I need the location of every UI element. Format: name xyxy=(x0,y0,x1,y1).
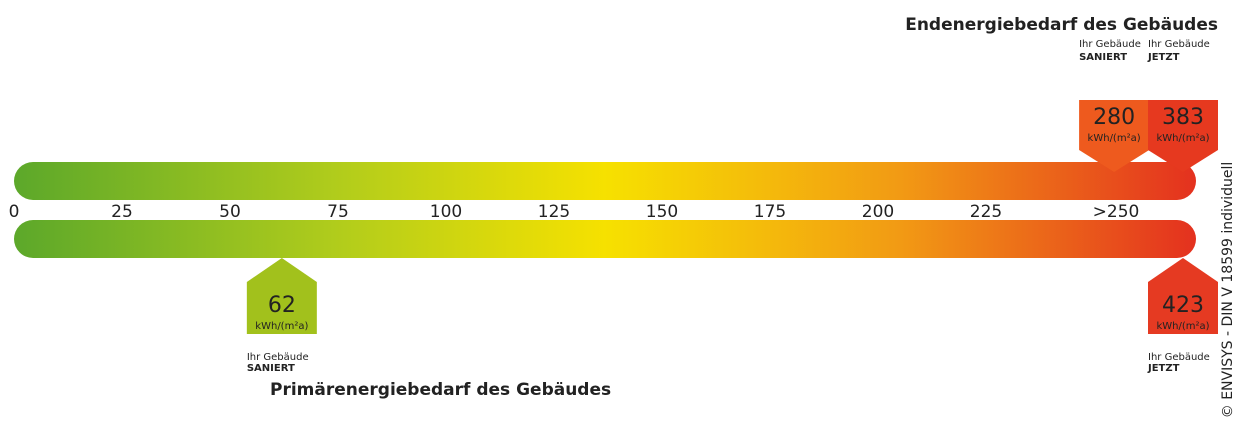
top-title: Endenergiebedarf des Gebäudes xyxy=(905,15,1218,35)
marker-value: 423 xyxy=(1162,293,1204,318)
x-tick-label: 0 xyxy=(9,202,20,222)
x-tick-label: >250 xyxy=(1093,202,1140,222)
marker-value: 62 xyxy=(268,293,296,318)
x-tick-label: 50 xyxy=(219,202,241,222)
marker xyxy=(1079,100,1150,172)
x-tick-label: 25 xyxy=(111,202,133,222)
x-tick-label: 200 xyxy=(862,202,894,222)
marker-caption: Ihr Gebäude xyxy=(1148,39,1210,50)
marker-unit: kWh/(m²a) xyxy=(1088,133,1141,144)
marker-unit: kWh/(m²a) xyxy=(1156,133,1209,144)
x-tick-label: 75 xyxy=(327,202,349,222)
top-scale-bar xyxy=(14,162,1196,200)
marker xyxy=(1148,258,1218,334)
marker xyxy=(1148,100,1218,172)
marker-caption: Ihr Gebäude xyxy=(1079,39,1141,50)
marker-unit: kWh/(m²a) xyxy=(255,321,308,332)
marker-status: JETZT xyxy=(1147,52,1180,63)
x-tick-label: 125 xyxy=(538,202,570,222)
marker-value: 280 xyxy=(1093,105,1135,130)
bottom-scale-bar xyxy=(14,220,1196,258)
x-tick-label: 150 xyxy=(646,202,678,222)
marker-value: 383 xyxy=(1162,105,1204,130)
x-tick-label: 100 xyxy=(430,202,462,222)
bottom-title: Primärenergiebedarf des Gebäudes xyxy=(270,380,611,400)
marker-status: SANIERT xyxy=(1079,52,1127,63)
x-tick-label: 225 xyxy=(970,202,1002,222)
x-tick-label: 175 xyxy=(754,202,786,222)
marker-status: SANIERT xyxy=(247,363,295,374)
marker xyxy=(246,258,317,334)
marker-status: JETZT xyxy=(1147,363,1180,374)
marker-unit: kWh/(m²a) xyxy=(1156,321,1209,332)
marker-caption: Ihr Gebäude xyxy=(247,352,309,363)
copyright: © ENVISYS - DIN V 18599 individuell xyxy=(1220,162,1236,418)
marker-caption: Ihr Gebäude xyxy=(1148,352,1210,363)
